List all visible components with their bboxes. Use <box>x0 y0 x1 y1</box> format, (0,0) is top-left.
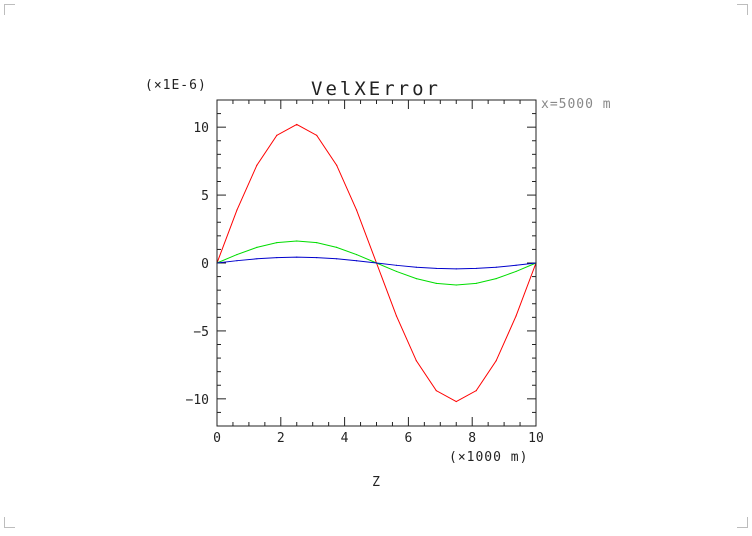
y-tick-label: −10 <box>186 393 209 408</box>
data-point <box>236 253 238 256</box>
data-point <box>296 123 298 126</box>
data-point <box>395 315 398 317</box>
crop-mark-top-left <box>4 4 15 15</box>
data-point <box>455 268 457 270</box>
x-tick-label: 6 <box>404 431 412 446</box>
data-point <box>475 267 477 270</box>
data-point <box>296 256 298 258</box>
data-point <box>515 270 517 273</box>
data-point <box>415 360 417 362</box>
data-point <box>455 400 457 403</box>
data-point <box>236 209 238 211</box>
data-point <box>276 242 278 244</box>
data-point <box>355 253 358 256</box>
data-point <box>495 266 497 268</box>
data-point <box>435 282 437 284</box>
x-scale-label: (×1000 m) <box>449 450 528 465</box>
crop-mark-top-right <box>737 4 748 15</box>
data-point <box>495 278 497 280</box>
plot-frame <box>216 99 537 427</box>
x-tick-label: 2 <box>277 431 285 446</box>
series-group <box>216 123 537 403</box>
data-point <box>276 256 278 259</box>
data-point <box>355 209 358 211</box>
x-axis-label: Z <box>372 475 380 490</box>
axis-tick-labels: 0 2 4 6 8 10 −10 −5 0 5 10 <box>186 121 544 446</box>
data-point <box>415 278 417 280</box>
chart-title: VelXError <box>311 78 441 100</box>
chart-annotation: x=5000 m <box>541 97 612 112</box>
data-point <box>415 266 417 268</box>
data-point <box>316 242 318 244</box>
data-point <box>236 260 238 262</box>
y-tick-label: 0 <box>201 257 209 272</box>
x-tick-label: 4 <box>341 431 349 446</box>
data-point <box>395 264 398 266</box>
data-point <box>336 164 338 166</box>
data-point <box>355 260 358 262</box>
data-point <box>296 240 298 242</box>
data-point <box>316 256 318 259</box>
x-tick-label: 0 <box>213 431 221 446</box>
data-point <box>256 258 258 260</box>
data-point <box>256 164 258 166</box>
crop-mark-bottom-right <box>737 517 748 528</box>
data-point <box>375 262 378 264</box>
data-point <box>515 315 517 317</box>
data-point <box>395 270 398 273</box>
data-point <box>475 282 477 284</box>
x-tick-label: 10 <box>528 431 544 446</box>
y-tick-label: 10 <box>193 121 209 136</box>
data-point <box>435 267 437 270</box>
data-point <box>316 134 318 136</box>
data-point <box>455 284 457 286</box>
crop-mark-bottom-left <box>4 517 15 528</box>
y-tick-label: −5 <box>193 325 209 340</box>
data-point <box>475 390 477 392</box>
data-point <box>435 390 437 392</box>
data-point <box>336 258 338 260</box>
data-point <box>495 360 497 362</box>
data-point <box>276 134 278 136</box>
data-point <box>336 246 338 248</box>
data-point <box>256 246 258 248</box>
data-point <box>515 264 517 266</box>
y-tick-label: 5 <box>201 189 209 204</box>
x-tick-label: 8 <box>468 431 476 446</box>
y-scale-label: (×1E-6) <box>145 78 207 93</box>
